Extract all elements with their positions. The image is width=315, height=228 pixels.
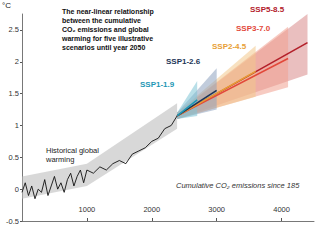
svg-text:scenarios until year 2050: scenarios until year 2050 (62, 44, 145, 52)
svg-text:0.5: 0.5 (9, 153, 19, 162)
svg-text:between the cumulative: between the cumulative (62, 17, 141, 24)
svg-text:3000: 3000 (208, 205, 225, 214)
svg-text:0: 0 (15, 185, 19, 194)
svg-text:CO₂ emissions and global: CO₂ emissions and global (62, 26, 149, 34)
svg-text:warming for five illustrative: warming for five illustrative (61, 35, 153, 43)
svg-text:warming: warming (45, 155, 74, 164)
svg-text:4000: 4000 (273, 205, 290, 214)
svg-text:SSP2-4.5: SSP2-4.5 (212, 42, 247, 51)
svg-text:°C: °C (2, 1, 11, 10)
svg-text:SSP1-1.9: SSP1-1.9 (140, 80, 175, 89)
svg-text:1000: 1000 (79, 205, 96, 214)
svg-text:Historical global: Historical global (46, 146, 99, 155)
svg-text:2.5: 2.5 (9, 25, 19, 34)
svg-text:SSP5-8.5: SSP5-8.5 (250, 5, 285, 14)
svg-text:2000: 2000 (143, 205, 160, 214)
svg-text:-0.5: -0.5 (6, 217, 19, 226)
svg-text:SSP1-2.6: SSP1-2.6 (166, 57, 201, 66)
svg-text:1.5: 1.5 (9, 89, 19, 98)
svg-text:1: 1 (15, 121, 19, 130)
svg-text:SSP3-7.0: SSP3-7.0 (236, 24, 271, 33)
svg-text:2: 2 (15, 57, 19, 66)
svg-text:The near-linear relationship: The near-linear relationship (62, 8, 154, 16)
svg-text:Cumulative CO₂ emissions since: Cumulative CO₂ emissions since 185 (176, 181, 300, 190)
